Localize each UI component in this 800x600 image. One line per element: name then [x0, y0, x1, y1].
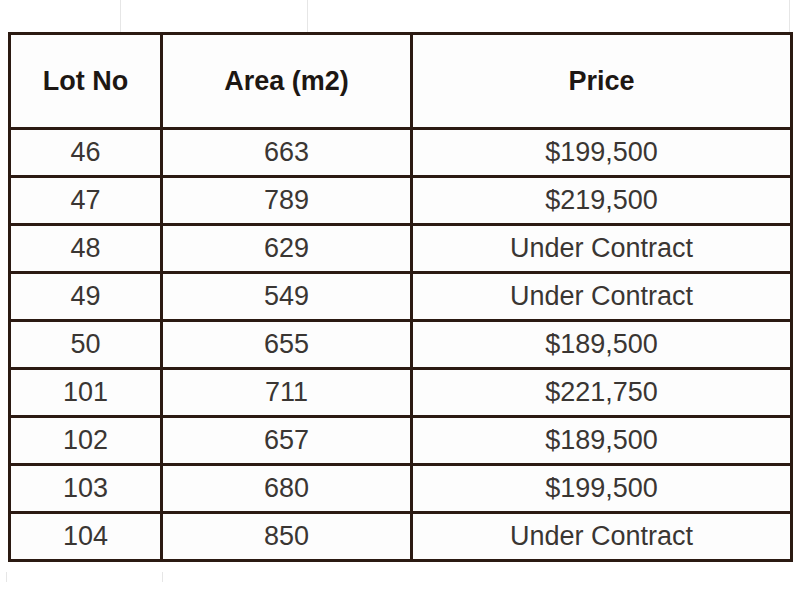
- area-cell: 655: [162, 321, 412, 369]
- lot-no-cell: 50: [10, 321, 162, 369]
- price-cell: $199,500: [412, 465, 792, 513]
- column-header-price: Price: [412, 34, 792, 129]
- table-row: 49 549 Under Contract: [10, 273, 792, 321]
- area-cell: 850: [162, 513, 412, 561]
- area-cell: 657: [162, 417, 412, 465]
- price-cell: $221,750: [412, 369, 792, 417]
- price-cell: Under Contract: [412, 273, 792, 321]
- spreadsheet-gridline: [162, 572, 163, 582]
- table-row: 50 655 $189,500: [10, 321, 792, 369]
- table-row: 47 789 $219,500: [10, 177, 792, 225]
- price-cell: $199,500: [412, 129, 792, 177]
- lot-no-cell: 49: [10, 273, 162, 321]
- area-cell: 711: [162, 369, 412, 417]
- price-cell: Under Contract: [412, 513, 792, 561]
- table-row: 46 663 $199,500: [10, 129, 792, 177]
- column-header-area: Area (m2): [162, 34, 412, 129]
- lot-no-cell: 48: [10, 225, 162, 273]
- spreadsheet-gridline: [120, 0, 121, 32]
- spreadsheet-gridline: [307, 0, 308, 32]
- table-row: 102 657 $189,500: [10, 417, 792, 465]
- price-cell: $189,500: [412, 417, 792, 465]
- spreadsheet-gridline: [789, 0, 790, 32]
- lot-no-cell: 46: [10, 129, 162, 177]
- table-row: 48 629 Under Contract: [10, 225, 792, 273]
- price-cell: $189,500: [412, 321, 792, 369]
- price-cell: Under Contract: [412, 225, 792, 273]
- lot-no-cell: 104: [10, 513, 162, 561]
- column-header-lot-no: Lot No: [10, 34, 162, 129]
- table-row: 104 850 Under Contract: [10, 513, 792, 561]
- lot-no-cell: 47: [10, 177, 162, 225]
- table-row: 101 711 $221,750: [10, 369, 792, 417]
- area-cell: 680: [162, 465, 412, 513]
- area-cell: 549: [162, 273, 412, 321]
- spreadsheet-gridline: [6, 572, 7, 582]
- lot-no-cell: 103: [10, 465, 162, 513]
- area-cell: 663: [162, 129, 412, 177]
- area-cell: 789: [162, 177, 412, 225]
- header-row: Lot No Area (m2) Price: [10, 34, 792, 129]
- area-cell: 629: [162, 225, 412, 273]
- lot-no-cell: 101: [10, 369, 162, 417]
- price-cell: $219,500: [412, 177, 792, 225]
- table-row: 103 680 $199,500: [10, 465, 792, 513]
- lot-no-cell: 102: [10, 417, 162, 465]
- lots-price-table: Lot No Area (m2) Price 46 663 $199,500 4…: [8, 32, 793, 562]
